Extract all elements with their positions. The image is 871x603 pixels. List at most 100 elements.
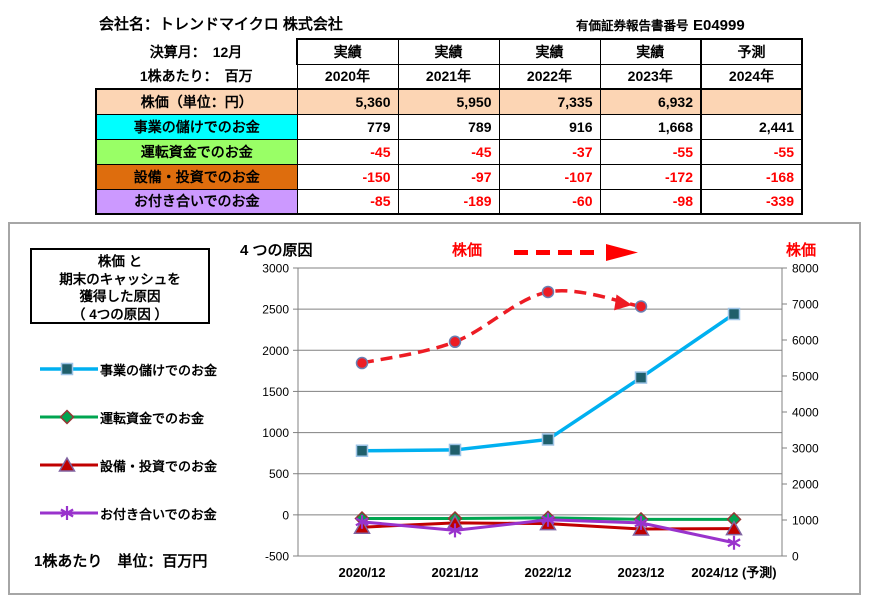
row-label: 株価（単位：円） — [95, 88, 298, 115]
legend-marker-icon — [40, 409, 98, 425]
value-cell: 6,932 — [599, 88, 702, 115]
line-chart: 300025002000150010005000-500800070006000… — [262, 262, 819, 581]
value-cell — [700, 88, 803, 115]
right-tick-label: 4000 — [792, 406, 819, 420]
year-header: 2020年 — [296, 63, 399, 90]
financial-table-body: 決算月： 12月 実績 実績 実績 実績 予測 1株あたり： 百万 2020年 2021年 202… — [95, 38, 803, 215]
table-row: 株価（単位：円） 5,360 5,950 7,335 6,932 — [95, 88, 803, 115]
column-type-header: 予測 — [700, 38, 803, 65]
chart-legend: 事業の儲けでのお金 運転資金でのお金 設備・投資でのお金 お付き合いでのお金 — [40, 359, 217, 551]
value-cell: -60 — [498, 188, 601, 215]
value-cell: -172 — [599, 163, 702, 190]
fiscal-month-label: 決算月： 12月 — [149, 43, 243, 60]
legend-item-label: 設備・投資でのお金 — [100, 458, 218, 474]
x-axis-label: 2024/12 (予測) — [691, 565, 776, 580]
info-box-line-2: 期末のキャッシュを — [59, 271, 181, 287]
report-reference: 有価証券報告書番号 E04999 — [576, 15, 745, 35]
series-marker — [727, 307, 741, 321]
row-label: 運転資金でのお金 — [95, 138, 298, 165]
table-row: お付き合いでのお金 -85 -189 -60 -98 -339 — [95, 188, 803, 215]
header-type-row: 決算月： 12月 実績 実績 実績 実績 予測 — [96, 38, 803, 65]
series-marker — [634, 371, 648, 384]
value-cell: -55 — [700, 138, 803, 165]
series-marker — [725, 520, 743, 536]
arrow-dash — [514, 250, 528, 255]
info-box: 株価 と 期末のキャッシュを 獲得した原因 （ 4つの原因 ） — [30, 248, 210, 324]
company-name-title: 会社名：トレンドマイクロ 株式会社 — [99, 16, 343, 33]
report-number-value: E04999 — [692, 17, 745, 34]
legend-item-label: お付き合いでのお金 — [100, 506, 217, 522]
x-axis-label: 2021/12 — [432, 565, 479, 580]
series-marker — [60, 362, 74, 376]
value-cell: -97 — [397, 163, 500, 190]
value-cell: -55 — [599, 138, 702, 165]
per-share-label: 1株あたり： 百万 — [139, 68, 253, 84]
value-cell: 1,668 — [599, 113, 702, 140]
value-cell: -85 — [296, 188, 399, 215]
report-number-label: 有価証券報告書番号 — [576, 19, 689, 33]
series-line — [361, 312, 735, 453]
legend-marker-icon — [40, 506, 98, 520]
x-axis-label: 2022/12 — [525, 565, 572, 580]
unit-note: 1株あたり 単位：百万円 — [34, 553, 208, 570]
table-row: 設備・投資でのお金 -150 -97 -107 -172 -168 — [95, 163, 803, 190]
financial-table: 決算月： 12月 実績 実績 実績 実績 予測 1株あたり： 百万 2020年 2021年 202… — [95, 38, 803, 215]
right-tick-label: 5000 — [792, 370, 819, 384]
value-cell: 779 — [296, 113, 399, 140]
x-axis-label: 2020/12 — [339, 565, 386, 580]
left-tick-label: 3000 — [262, 262, 289, 276]
series-marker — [355, 356, 369, 370]
left-tick-label: 500 — [269, 467, 289, 481]
year-header: 2021年 — [397, 63, 500, 90]
series-marker — [634, 300, 648, 313]
series-marker — [355, 517, 369, 527]
column-type-header: 実績 — [296, 38, 399, 65]
series-marker — [541, 433, 555, 446]
price-label-right: 株価 — [786, 242, 817, 259]
value-cell: -98 — [599, 188, 702, 215]
legend-item: 設備・投資でのお金 — [40, 455, 217, 475]
row-label: 事業の儲けでのお金 — [95, 113, 298, 140]
series-line — [361, 289, 642, 365]
chart-title: 4 つの原因 — [240, 242, 313, 259]
value-cell: -168 — [700, 163, 803, 190]
value-cell: 5,360 — [296, 88, 399, 115]
right-tick-label: 6000 — [792, 334, 819, 348]
legend-marker-icon — [40, 456, 98, 472]
value-cell: 2,441 — [700, 113, 803, 140]
right-tick-label: 0 — [792, 550, 799, 564]
value-cell: 916 — [498, 113, 601, 140]
series-marker — [448, 443, 462, 457]
table-row: 運転資金でのお金 -45 -45 -37 -55 -55 — [95, 138, 803, 165]
series-marker — [634, 518, 648, 528]
legend-item-label: 事業の儲けでのお金 — [100, 362, 218, 378]
arrow-dash — [580, 250, 594, 255]
right-tick-label: 7000 — [792, 298, 819, 312]
year-header: 2024年 — [700, 63, 803, 90]
right-tick-label: 8000 — [792, 262, 819, 276]
series-marker — [448, 335, 462, 349]
legend-item: 事業の儲けでのお金 — [40, 359, 217, 379]
series-marker — [727, 538, 741, 548]
x-axis-label: 2023/12 — [618, 565, 665, 580]
value-cell: -150 — [296, 163, 399, 190]
value-cell: 5,950 — [397, 88, 500, 115]
value-cell: -45 — [397, 138, 500, 165]
legend-item-label: 運転資金でのお金 — [100, 410, 205, 426]
value-cell: -107 — [498, 163, 601, 190]
value-cell: -45 — [296, 138, 399, 165]
column-type-header: 実績 — [599, 38, 702, 65]
row-label: お付き合いでのお金 — [95, 188, 298, 215]
header-year-row: 1株あたり： 百万 2020年 2021年 2022年 2023年 2024年 — [96, 63, 803, 90]
left-tick-label: -500 — [265, 550, 289, 564]
left-tick-label: 1000 — [262, 426, 289, 440]
value-cell: 789 — [397, 113, 500, 140]
info-box-line-3: 獲得した原因 — [79, 289, 161, 304]
value-cell: -339 — [700, 188, 803, 215]
info-box-line-4: （ 4つの原因 ） — [71, 306, 168, 322]
column-type-header: 実績 — [397, 38, 500, 65]
left-tick-label: 2000 — [262, 344, 289, 358]
value-cell: 7,335 — [498, 88, 601, 115]
right-tick-label: 1000 — [792, 514, 819, 528]
year-header: 2023年 — [599, 63, 702, 90]
